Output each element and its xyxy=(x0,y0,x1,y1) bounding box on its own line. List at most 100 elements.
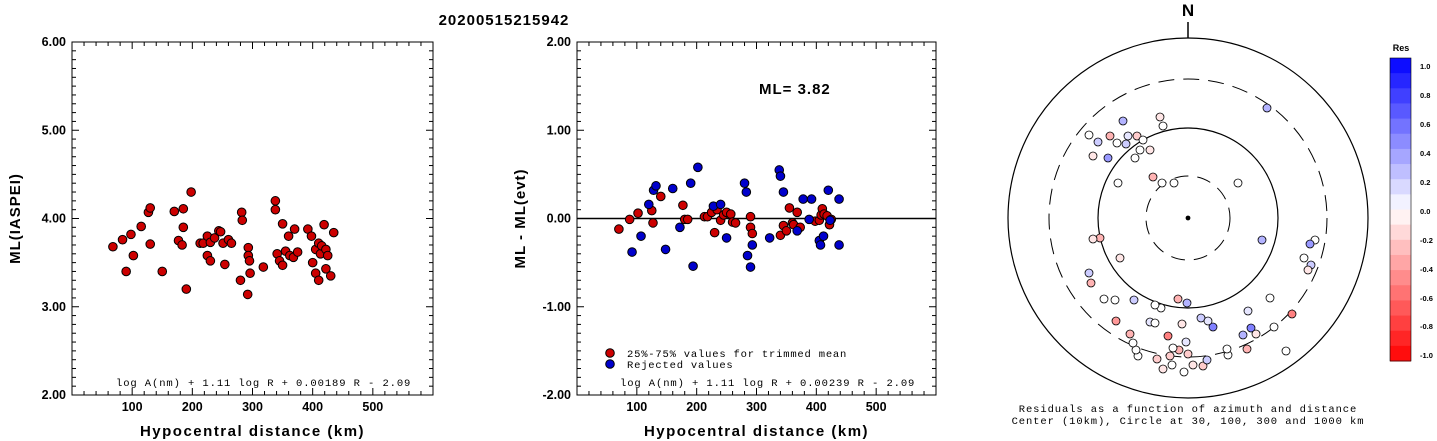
colorbar-segment xyxy=(1390,224,1411,241)
colorbar-segment xyxy=(1390,73,1411,89)
station-residual-point xyxy=(1233,178,1243,188)
rejected-point xyxy=(651,181,661,191)
range-circle-30km xyxy=(1145,175,1231,261)
station-residual-point xyxy=(1269,322,1279,332)
data-point xyxy=(313,275,324,286)
x-tick-label: 200 xyxy=(182,400,203,414)
station-residual-point xyxy=(1202,355,1212,365)
station-residual-point xyxy=(1181,337,1191,347)
x-tick-label: 100 xyxy=(626,400,647,414)
colorbar-segment xyxy=(1390,330,1411,347)
figure-title: 20200515215942 xyxy=(439,12,570,29)
data-point xyxy=(781,226,792,236)
data-point xyxy=(319,219,329,230)
station-residual-point xyxy=(1099,294,1109,304)
colorbar-segment xyxy=(1390,103,1411,120)
station-residual-point xyxy=(1208,322,1218,332)
station-residual-point xyxy=(1169,178,1179,188)
x-axis-label: Hypocentral distance (km) xyxy=(140,423,365,440)
data-point xyxy=(169,206,180,217)
rejected-point xyxy=(739,178,750,188)
station-residual-point xyxy=(1145,145,1155,155)
station-residual-point xyxy=(1243,306,1253,316)
station-residual-point xyxy=(1121,139,1131,149)
station-residual-point xyxy=(1203,316,1213,326)
colorbar-segment xyxy=(1390,179,1411,195)
station-residual-point xyxy=(1305,239,1315,249)
x-tick-label: 100 xyxy=(122,400,143,414)
y-tick-label: 1.00 xyxy=(547,123,571,137)
y-tick-label: 3.00 xyxy=(42,300,66,314)
x-tick-label: 300 xyxy=(242,400,263,414)
rejected-point xyxy=(741,187,752,197)
rejected-point xyxy=(688,261,698,271)
data-point xyxy=(289,224,300,234)
station-residual-point xyxy=(1113,178,1123,188)
rejected-point xyxy=(764,233,775,243)
rejected-point xyxy=(627,247,637,257)
x-tick-label: 500 xyxy=(362,400,383,414)
station-residual-point xyxy=(1281,346,1291,356)
data-point xyxy=(784,203,795,213)
data-point xyxy=(157,266,168,277)
data-point xyxy=(117,234,128,245)
station-residual-point xyxy=(1265,293,1275,303)
rejected-point xyxy=(778,187,789,197)
rejected-point xyxy=(685,178,696,188)
data-point xyxy=(328,227,339,238)
station-residual-point xyxy=(1163,331,1173,341)
data-point xyxy=(258,262,269,272)
station-residual-point xyxy=(1182,298,1192,308)
colorbar-tick-label: 0.6 xyxy=(1420,120,1430,129)
residual-vs-distance-chart: 100 200 300 400 500 -2.00 -1.00 0.00 1.00 2.00 Hyp… xyxy=(512,35,937,440)
data-point xyxy=(236,207,247,218)
colorbar-segment xyxy=(1390,315,1411,332)
colorbar-segment xyxy=(1390,164,1411,180)
station-residual-point xyxy=(1179,367,1189,377)
colorbar-segment xyxy=(1390,300,1411,317)
station-residual-point xyxy=(1130,153,1140,163)
formula-label: log A(nm) + 1.11 log R + 0.00189 R - 2.0… xyxy=(116,378,411,390)
station-residual-point xyxy=(1222,344,1232,354)
station-residual-point xyxy=(1138,135,1148,145)
rejected-point xyxy=(834,194,844,204)
data-point xyxy=(178,203,189,214)
polar-caption-line1: Residuals as a function of azimuth and d… xyxy=(1019,404,1357,416)
rejected-point xyxy=(825,215,835,226)
colorbar-segment xyxy=(1390,285,1411,301)
rejected-point xyxy=(823,185,834,196)
data-point xyxy=(292,247,303,257)
x-tick-label: 400 xyxy=(302,400,323,414)
data-point xyxy=(270,196,281,206)
station-residual-point xyxy=(1188,360,1198,370)
station-residual-point xyxy=(1303,265,1313,275)
data-point xyxy=(709,227,720,238)
data-point xyxy=(270,204,281,215)
station-residual-point xyxy=(1157,178,1167,188)
station-residual-point xyxy=(1112,138,1122,148)
range-circle-300km xyxy=(1048,78,1328,358)
colorbar-segment xyxy=(1390,88,1411,104)
rejected-point xyxy=(798,194,808,204)
station-residual-point xyxy=(1084,130,1094,140)
rejected-point xyxy=(636,231,646,241)
colorbar-tick-label: -0.2 xyxy=(1420,236,1433,245)
data-point xyxy=(186,187,196,197)
rejected-point xyxy=(792,226,802,236)
data-point xyxy=(108,241,118,252)
ml-value-annotation: ML= 3.82 xyxy=(759,81,831,98)
y-tick-label: 2.00 xyxy=(42,388,66,402)
data-point xyxy=(215,226,226,237)
rejected-point xyxy=(644,199,654,210)
rejected-point xyxy=(775,171,786,181)
data-point xyxy=(205,256,216,266)
azimuth-residual-polar-chart: N Residuals as a function of azimuth and … xyxy=(1007,1,1434,428)
station-residual-point xyxy=(1262,103,1272,113)
data-point xyxy=(145,203,156,213)
rejected-point xyxy=(660,244,671,255)
station-residual-point xyxy=(1150,300,1160,310)
station-residual-point xyxy=(1111,316,1121,326)
rejected-point xyxy=(742,250,753,261)
station-residual-point xyxy=(1168,343,1178,353)
station-residual-point xyxy=(1135,145,1145,155)
